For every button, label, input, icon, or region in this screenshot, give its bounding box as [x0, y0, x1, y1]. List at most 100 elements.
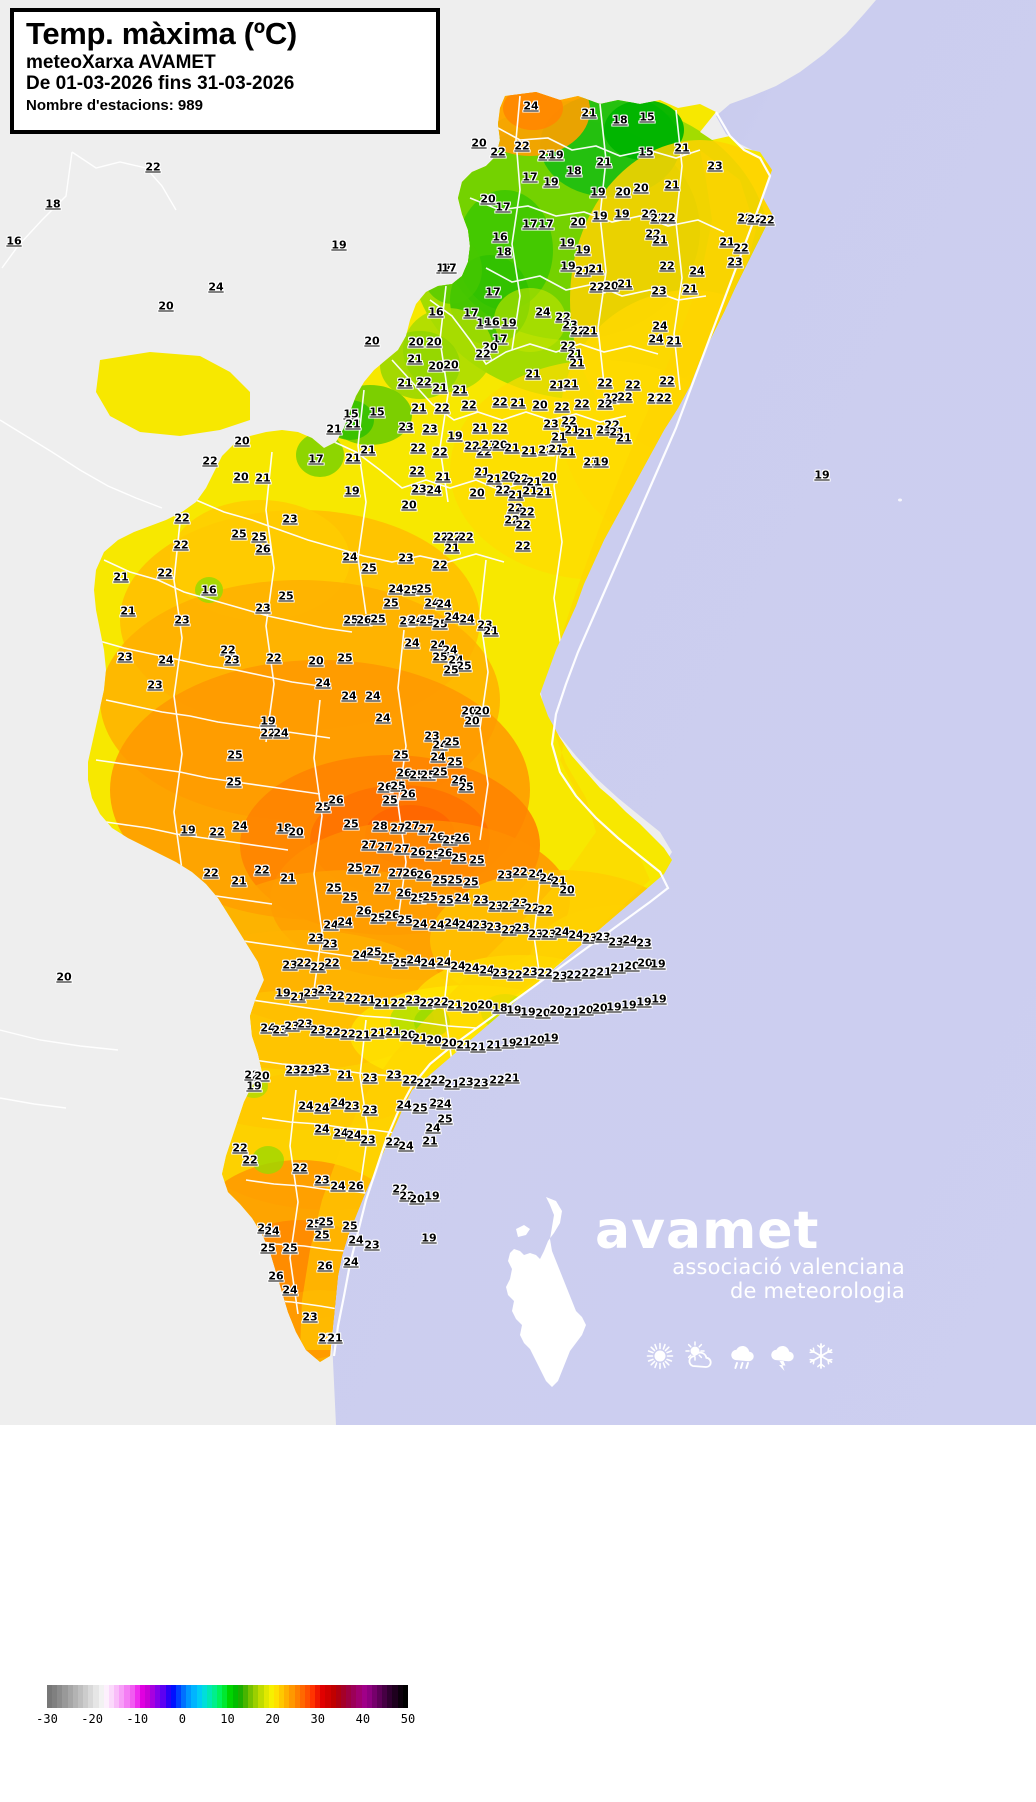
station-label: 22 — [570, 324, 586, 338]
station-label: 24 — [424, 596, 440, 610]
station-label: 25 — [432, 765, 448, 779]
station-label: 18 — [612, 113, 628, 127]
station-label: 20 — [592, 1001, 608, 1015]
color-swatch — [351, 1685, 357, 1708]
station-label: 21 — [616, 431, 632, 445]
station-label: 23 — [458, 1075, 474, 1089]
station-label: 21 — [472, 421, 488, 435]
sea-region — [332, 0, 1036, 1425]
station-label: 20 — [428, 359, 444, 373]
station-label: 18 — [276, 821, 292, 835]
station-label: 22 — [492, 421, 508, 435]
station-label: 26 — [377, 780, 393, 794]
color-scale-bar — [47, 1685, 408, 1708]
station-label: 25 — [343, 613, 359, 627]
station-label: 22 — [318, 1331, 334, 1345]
station-label: 25 — [456, 659, 472, 673]
isolated-station-label: 19 — [421, 1231, 437, 1245]
station-label: 22 — [537, 966, 553, 980]
station-label: 24 — [568, 928, 584, 942]
color-swatch — [201, 1685, 207, 1708]
station-label: 19 — [575, 243, 591, 257]
station-label: 25 — [226, 775, 242, 789]
station-label: 25 — [382, 793, 398, 807]
station-label: 23 — [595, 930, 611, 944]
station-label: 24 — [429, 918, 445, 932]
station-label: 25 — [347, 861, 363, 875]
station-label: 24 — [406, 953, 422, 967]
station-label: 21 — [412, 1031, 428, 1045]
station-label: 20 — [471, 136, 487, 150]
station-label: 23 — [472, 918, 488, 932]
color-swatch — [382, 1685, 388, 1708]
station-label: 21 — [447, 998, 463, 1012]
isolated-station-label: 19 — [331, 238, 347, 252]
color-swatch — [165, 1685, 171, 1708]
station-label: 23 — [477, 618, 493, 632]
station-label: 22 — [296, 956, 312, 970]
station-label: 22 — [538, 443, 554, 457]
station-label: 23 — [528, 927, 544, 941]
color-swatch — [114, 1685, 120, 1708]
station-label: 16 — [492, 230, 508, 244]
station-label: 20 — [441, 1036, 457, 1050]
station-label: 22 — [329, 989, 345, 1003]
color-swatch — [212, 1685, 218, 1708]
station-label: 19 — [543, 1031, 559, 1045]
station-label: 25 — [447, 873, 463, 887]
station-label: 21 — [551, 874, 567, 888]
station-label: 25 — [447, 755, 463, 769]
station-label: 22 — [399, 1189, 415, 1203]
station-label: 21 — [560, 445, 576, 459]
station-label: 21 — [582, 324, 598, 338]
station-label: 22 — [597, 397, 613, 411]
station-label: 26 — [384, 908, 400, 922]
color-swatch — [263, 1685, 269, 1708]
station-label: 20 — [624, 959, 640, 973]
station-label: 22 — [504, 513, 520, 527]
color-swatch — [392, 1685, 398, 1708]
station-label: 23 — [651, 284, 667, 298]
station-label: 23 — [473, 1076, 489, 1090]
station-label: 24 — [158, 653, 174, 667]
station-label: 27 — [361, 838, 377, 852]
station-label: 24 — [523, 99, 539, 113]
station-label: 24 — [408, 613, 424, 627]
station-label: 21 — [609, 425, 625, 439]
station-label: 21 — [575, 264, 591, 278]
station-label: 22 — [514, 139, 530, 153]
station-label: 20 — [288, 825, 304, 839]
station-label: 22 — [345, 991, 361, 1005]
station-label: 21 — [481, 438, 497, 452]
station-label: 23 — [310, 1023, 326, 1037]
station-label: 20 — [477, 998, 493, 1012]
station-label: 22 — [203, 866, 219, 880]
station-label: 22 — [489, 1073, 505, 1087]
station-label: 23 — [398, 551, 414, 565]
station-label: 21 — [610, 961, 626, 975]
station-label: 24 — [448, 653, 464, 667]
station-label: 17 — [495, 200, 511, 214]
station-label: 25 — [437, 1112, 453, 1126]
station-label: 20 — [233, 470, 249, 484]
station-label: 21 — [422, 1134, 438, 1148]
map-canvas[interactable]: 24 21 18 15 20 22 22 21 19 21 15 21 23 17 19 18 19 20 20 21… — [0, 0, 1036, 1425]
station-label: 21 — [113, 570, 129, 584]
station-label: 23 — [272, 1023, 288, 1037]
station-label: 26 — [348, 1179, 364, 1193]
station-label: 20 — [529, 1033, 545, 1047]
station-label: 18 — [492, 1001, 508, 1015]
station-label: 26 — [437, 846, 453, 860]
station-label: 22 — [656, 391, 672, 405]
station-label: 20 — [570, 215, 586, 229]
station-label: 22 — [254, 863, 270, 877]
station-label: 27 — [404, 819, 420, 833]
color-swatch — [402, 1685, 408, 1708]
station-label: 23 — [582, 931, 598, 945]
station-label: 25 — [342, 1219, 358, 1233]
station-label: 21 — [583, 455, 599, 469]
station-label: 20 — [308, 654, 324, 668]
color-swatch — [52, 1685, 58, 1708]
station-label: 22 — [410, 441, 426, 455]
station-label: 21 — [538, 148, 554, 162]
